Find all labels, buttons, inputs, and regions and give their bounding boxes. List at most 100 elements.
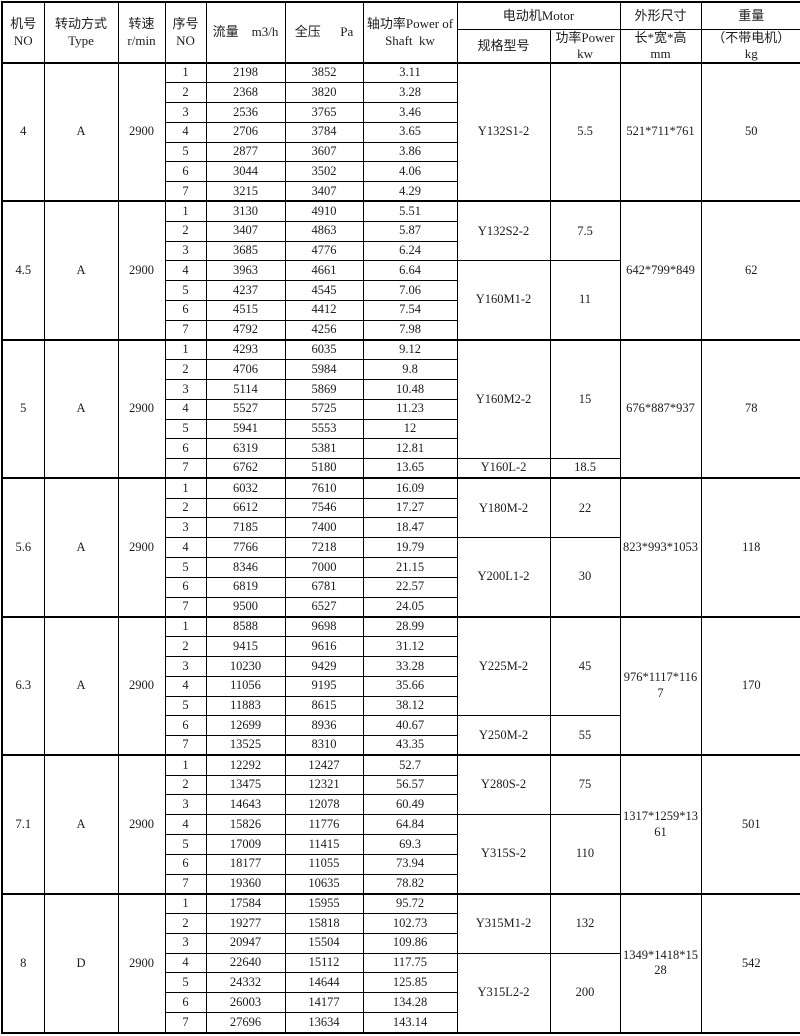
serial-no-cell: 3 — [164, 102, 207, 123]
serial-no-cell: 2 — [164, 774, 207, 796]
shaft-power-cell: 134.28 — [362, 992, 458, 1013]
flow-cell: 3044 — [205, 161, 286, 183]
drive-type-cell: A — [43, 754, 119, 895]
pressure-cell: 7546 — [284, 497, 364, 519]
serial-no-cell: 7 — [164, 458, 207, 479]
flow-cell: 24332 — [205, 972, 286, 994]
table-body: 4 A 2900 1 2198 3852 3.11 Y132S1-2 5.5 521*711*76… — [1, 61, 800, 1034]
shaft-power-cell: 19.79 — [362, 537, 458, 559]
motor-model-cell: Y200L1-2 — [456, 537, 551, 618]
dimensions-cell: 521*711*761 — [619, 61, 702, 202]
pressure-cell: 12078 — [284, 794, 364, 816]
pressure-cell: 3502 — [284, 161, 364, 183]
shaft-power-cell: 7.06 — [362, 280, 458, 301]
pressure-cell: 12427 — [284, 754, 364, 776]
flow-cell: 13475 — [205, 774, 286, 796]
flow-cell: 12292 — [205, 754, 286, 776]
flow-cell: 6762 — [205, 458, 286, 479]
flow-cell: 6032 — [205, 477, 286, 499]
dimensions-cell: 676*887*937 — [619, 338, 702, 479]
serial-no-cell: 4 — [164, 537, 207, 559]
serial-no-cell: 4 — [164, 260, 207, 282]
pressure-cell: 4661 — [284, 260, 364, 282]
motor-model-cell: Y160M1-2 — [456, 260, 551, 341]
flow-cell: 8346 — [205, 557, 286, 578]
flow-cell: 19277 — [205, 913, 286, 934]
table-row: 5 17009 11415 69.3 — [2, 833, 800, 855]
shaft-power-cell: 5.87 — [362, 220, 458, 242]
shaft-power-cell: 117.75 — [362, 952, 458, 974]
header-row-2: 规格型号 功率Power kw 长*宽*高 mm （不带电机） kg — [2, 28, 800, 64]
shaft-power-cell: 28.99 — [362, 615, 458, 638]
header-drive-type: 转动方式 Type — [43, 1, 119, 64]
header-weight: （不带电机） kg — [700, 28, 800, 64]
motor-model-cell: Y180M-2 — [456, 477, 551, 539]
shaft-power-cell: 7.98 — [362, 319, 458, 341]
weight-cell: 50 — [700, 61, 800, 202]
table-row: 3 20947 15504 109.86 — [2, 932, 800, 954]
shaft-power-cell: 56.57 — [362, 774, 458, 796]
pressure-cell: 3820 — [284, 82, 364, 104]
shaft-power-cell: 3.11 — [362, 62, 458, 84]
machine-no-cell: 4.5 — [1, 200, 45, 341]
table-row: 7 13525 8310 43.35 — [2, 735, 800, 756]
flow-cell: 2706 — [205, 121, 286, 143]
motor-model-cell: Y225M-2 — [456, 615, 551, 717]
dimensions-cell: 823*993*1053 — [619, 477, 702, 618]
serial-no-cell: 5 — [164, 833, 207, 855]
table-row: 6 3044 3502 4.06 — [2, 161, 800, 183]
shaft-power-cell: 16.09 — [362, 477, 458, 499]
pressure-cell: 4545 — [284, 280, 364, 301]
motor-model-cell: Y250M-2 — [456, 715, 551, 756]
flow-cell: 2198 — [205, 62, 286, 84]
speed-cell: 2900 — [117, 477, 166, 618]
pressure-cell: 9616 — [284, 636, 364, 657]
flow-cell: 2368 — [205, 82, 286, 104]
motor-model-cell: Y315M1-2 — [456, 892, 551, 954]
motor-power-cell: 15 — [549, 338, 621, 460]
shaft-power-cell: 3.86 — [362, 141, 458, 163]
serial-no-cell: 2 — [164, 359, 207, 380]
motor-power-cell: 22 — [549, 477, 621, 539]
motor-model-cell: Y160L-2 — [456, 458, 551, 479]
flow-cell: 4706 — [205, 359, 286, 380]
table-row: 5 8346 7000 21.15 — [2, 557, 800, 578]
flow-cell: 2536 — [205, 102, 286, 123]
shaft-power-cell: 13.65 — [362, 458, 458, 479]
serial-no-cell: 2 — [164, 497, 207, 519]
pressure-cell: 9195 — [284, 675, 364, 697]
motor-power-cell: 132 — [549, 892, 621, 954]
serial-no-cell: 3 — [164, 379, 207, 400]
flow-cell: 15826 — [205, 814, 286, 835]
shaft-power-cell: 38.12 — [362, 695, 458, 717]
machine-no-cell: 5.6 — [1, 477, 45, 618]
shaft-power-cell: 4.29 — [362, 181, 458, 202]
flow-cell: 4792 — [205, 319, 286, 341]
shaft-power-cell: 24.05 — [362, 596, 458, 618]
table-row: 2 19277 15818 102.73 — [2, 913, 800, 934]
drive-type-cell: A — [43, 200, 119, 341]
table-row: 5 11883 8615 38.12 — [2, 695, 800, 717]
serial-no-cell: 7 — [164, 596, 207, 618]
flow-cell: 4237 — [205, 280, 286, 301]
table-row: 2 13475 12321 56.57 — [2, 774, 800, 796]
shaft-power-cell: 3.28 — [362, 82, 458, 104]
motor-power-cell: 7.5 — [549, 200, 621, 262]
pressure-cell: 15818 — [284, 913, 364, 934]
flow-cell: 20947 — [205, 932, 286, 954]
pressure-cell: 6035 — [284, 338, 364, 361]
motor-model-cell: Y280S-2 — [456, 754, 551, 816]
serial-no-cell: 3 — [164, 517, 207, 539]
pressure-cell: 11776 — [284, 814, 364, 835]
speed-cell: 2900 — [117, 754, 166, 895]
flow-cell: 19360 — [205, 873, 286, 895]
header-motor-model: 规格型号 — [456, 28, 551, 64]
motor-model-cell: Y315S-2 — [456, 814, 551, 895]
shaft-power-cell: 9.8 — [362, 359, 458, 380]
serial-no-cell: 6 — [164, 161, 207, 183]
table-row: 2 4706 5984 9.8 — [2, 359, 800, 380]
pressure-cell: 9429 — [284, 655, 364, 677]
weight-cell: 62 — [700, 200, 800, 341]
pressure-cell: 3407 — [284, 181, 364, 202]
